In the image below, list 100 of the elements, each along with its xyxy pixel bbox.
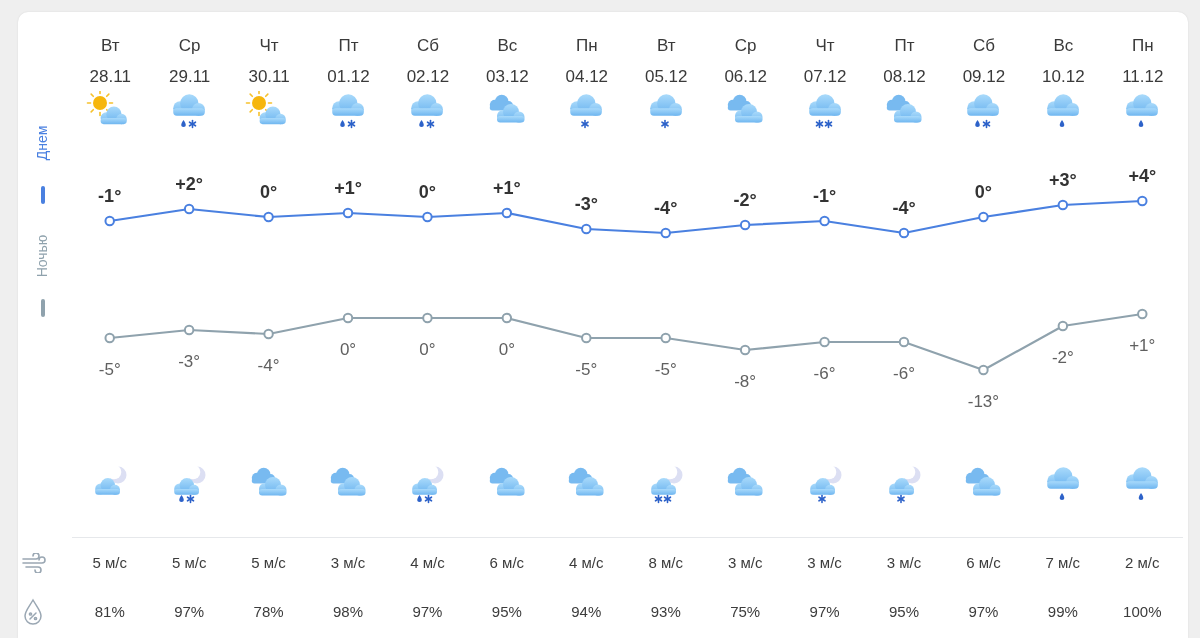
data-label: 97% [412, 603, 443, 620]
data-label: 93% [650, 603, 681, 620]
data-label: -3° [178, 352, 201, 371]
point [660, 332, 671, 344]
data-label: 3 м/с [330, 554, 366, 571]
point [263, 328, 274, 340]
point [581, 332, 592, 344]
data-label: +4° [1128, 166, 1157, 186]
x-tick-label: Ср 29.11 [169, 35, 211, 86]
data-label: -5° [98, 360, 121, 379]
point [1057, 199, 1069, 211]
x-tick-label: Пн 04.12 [565, 35, 609, 86]
point [978, 364, 989, 376]
data-label: 75% [730, 603, 761, 620]
point [183, 324, 195, 336]
data-label: 2 м/с [1125, 554, 1161, 571]
data-label: -5° [575, 360, 598, 379]
data-label: 100% [1123, 603, 1162, 620]
point [1137, 195, 1148, 207]
point [978, 211, 989, 223]
data-label: -2° [1051, 348, 1074, 367]
data-label: 97% [174, 603, 205, 620]
point [104, 215, 115, 227]
data-label: 0° [498, 340, 515, 359]
x-tick-label: Вс 10.12 [1042, 35, 1085, 86]
point [422, 312, 433, 324]
point [739, 344, 751, 356]
data-label: 0° [419, 340, 436, 359]
data-label: 5 м/с [171, 554, 207, 571]
x-tick-label: Пн 11.12 [1122, 35, 1164, 86]
point [739, 219, 751, 231]
point [1137, 308, 1148, 320]
data-label: -8° [734, 372, 757, 391]
x-tick-label: Ср 06.12 [724, 35, 767, 86]
data-label: 78% [253, 603, 284, 620]
point [104, 332, 115, 344]
point [819, 215, 830, 227]
data-label: 5 м/с [92, 554, 128, 571]
x-tick-label: Чт 07.12 [803, 35, 847, 86]
data-label: 95% [888, 603, 920, 620]
data-label: -3° [574, 194, 598, 214]
data-label: 0° [339, 340, 357, 359]
point [183, 203, 195, 215]
data-label: 3 м/с [886, 554, 922, 571]
x-tick-label: Вт 28.11 [89, 35, 131, 86]
data-label: 4 м/с [569, 554, 605, 571]
data-label: +1° [1129, 336, 1156, 355]
data-label: 0° [974, 182, 993, 202]
data-label: 81% [94, 603, 125, 620]
x-tick-label: Вт 05.12 [644, 35, 688, 86]
data-label: 6 м/с [966, 554, 1002, 571]
data-label: -6° [813, 364, 836, 383]
data-label: -1° [812, 186, 837, 206]
data-label: -6° [893, 364, 915, 383]
data-label: -5° [654, 360, 677, 379]
data-label: +1° [334, 178, 362, 198]
data-label: 0° [259, 182, 278, 202]
point [342, 312, 354, 324]
point [501, 312, 513, 324]
point [898, 336, 910, 348]
data-label: 0° [418, 182, 437, 202]
data-label: 95% [491, 603, 522, 620]
x-tick-label: Сб 02.12 [406, 35, 450, 86]
data-label: 3 м/с [727, 554, 763, 571]
point [1057, 320, 1069, 332]
point [263, 211, 274, 223]
point [819, 336, 830, 348]
data-label: 4 м/с [410, 554, 446, 571]
data-label: +3° [1048, 170, 1077, 190]
data-label: -1° [98, 186, 122, 206]
data-label: 98% [332, 603, 364, 620]
x-tick-label: Чт 30.11 [248, 35, 290, 86]
data-label: -4° [654, 198, 678, 218]
point [342, 207, 354, 219]
data-label: +2° [175, 174, 204, 194]
data-label: 7 м/с [1045, 554, 1081, 571]
data-label: 99% [1047, 603, 1078, 620]
point [422, 211, 433, 223]
data-label: -4° [257, 356, 280, 375]
data-label: -4° [892, 198, 916, 218]
data-label: 94% [571, 603, 602, 620]
data-label: -2° [733, 190, 757, 210]
x-tick-label: Пт 01.12 [327, 35, 370, 86]
x-tick-label: Пт 08.12 [883, 35, 926, 86]
text: Днем [34, 125, 50, 161]
data-label: 97% [809, 603, 840, 620]
data-label: 6 м/с [489, 554, 525, 571]
point [898, 227, 910, 239]
data-label: 8 м/с [648, 554, 684, 571]
data-label: 5 м/с [251, 554, 287, 571]
data-label: -13° [967, 392, 1000, 411]
data-label: 97% [968, 603, 999, 620]
data-label: 3 м/с [807, 554, 843, 571]
point [581, 223, 592, 235]
point [501, 207, 513, 219]
x-tick-label: Сб 09.12 [962, 35, 1006, 86]
point [660, 227, 671, 239]
text: Ночью [34, 234, 50, 278]
data-label: +1° [492, 178, 521, 198]
x-tick-label: Вс 03.12 [486, 35, 529, 86]
